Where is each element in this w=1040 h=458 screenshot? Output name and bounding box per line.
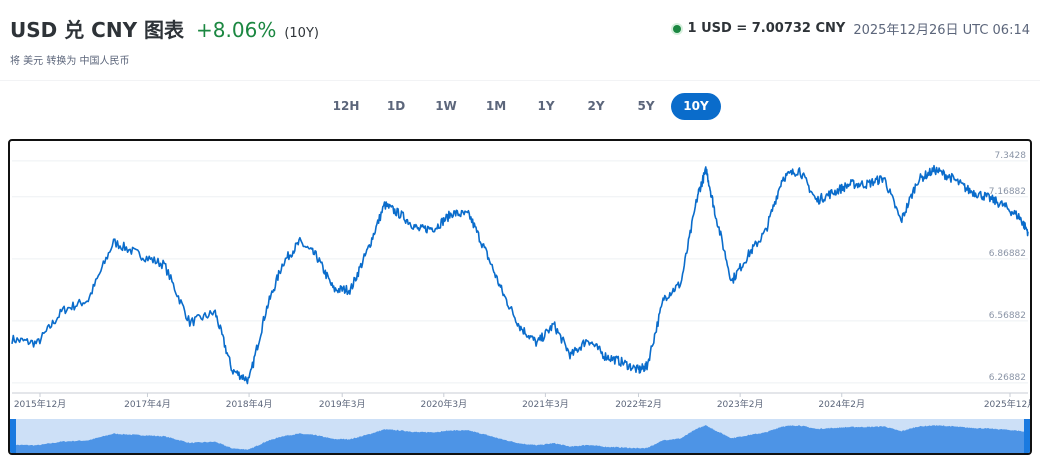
page-subtitle: 将 美元 转换为 中国人民币: [10, 56, 130, 67]
tab-5y[interactable]: 5Y: [637, 99, 655, 113]
y-tick-label: 7.3428: [995, 151, 1027, 161]
tab-2y[interactable]: 2Y: [587, 99, 605, 113]
x-tick-label: 2018年4月: [226, 398, 273, 410]
tab-1m[interactable]: 1M: [485, 99, 507, 113]
x-tick-label: 2017年4月: [124, 398, 171, 410]
line-chart[interactable]: 7.3428 7.16882 6.86882 6.56882 6.26882 2015年…: [10, 141, 1030, 453]
series-line: [11, 164, 1029, 385]
navigator-right-handle[interactable]: [1024, 419, 1030, 453]
x-tick-label: 2019年3月: [319, 398, 366, 410]
range-navigator[interactable]: [10, 419, 1030, 453]
time-range-tabs: 12H 1D 1W 1M 1Y 2Y 5Y 10Y: [321, 93, 721, 120]
x-tick-label: 2015年12月: [14, 398, 66, 410]
navigator-area: [12, 424, 1028, 453]
tab-1y[interactable]: 1Y: [537, 99, 555, 113]
tab-1d[interactable]: 1D: [386, 99, 406, 113]
tab-12h[interactable]: 12H: [332, 99, 360, 113]
y-tick-label: 7.16882: [989, 187, 1026, 197]
range-label: (10Y): [284, 26, 319, 41]
live-status-icon: [672, 24, 681, 33]
change-percent: +8.06%: [196, 18, 277, 42]
x-tick-label: 2021年3月: [522, 398, 569, 410]
tab-10y[interactable]: 10Y: [671, 93, 721, 120]
x-tick-label: 2025年12月: [984, 398, 1030, 410]
rate-timestamp: 2025年12月26日 UTC 06:14: [853, 23, 1030, 38]
page-title: USD 兑 CNY 图表: [10, 18, 185, 42]
tab-1w[interactable]: 1W: [435, 99, 457, 113]
chart-header: USD 兑 CNY 图表 +8.06% (10Y): [10, 14, 319, 43]
rate-value: 1 USD = 7.00732 CNY: [687, 21, 846, 36]
x-tick-label: 2024年2月: [818, 398, 865, 410]
y-tick-label: 6.26882: [989, 373, 1026, 383]
live-rate: 1 USD = 7.00732 CNY 2025年12月26日 UTC 06:1…: [672, 19, 1030, 38]
x-tick-label: 2020年3月: [420, 398, 467, 410]
y-tick-label: 6.56882: [989, 311, 1026, 321]
navigator-left-handle[interactable]: [10, 419, 16, 453]
y-tick-label: 6.86882: [989, 249, 1026, 259]
chart-container[interactable]: 7.3428 7.16882 6.86882 6.56882 6.26882 2015年…: [8, 139, 1032, 455]
x-tick-label: 2022年2月: [615, 398, 662, 410]
header-divider: [0, 80, 1040, 81]
x-tick-label: 2023年2月: [717, 398, 764, 410]
